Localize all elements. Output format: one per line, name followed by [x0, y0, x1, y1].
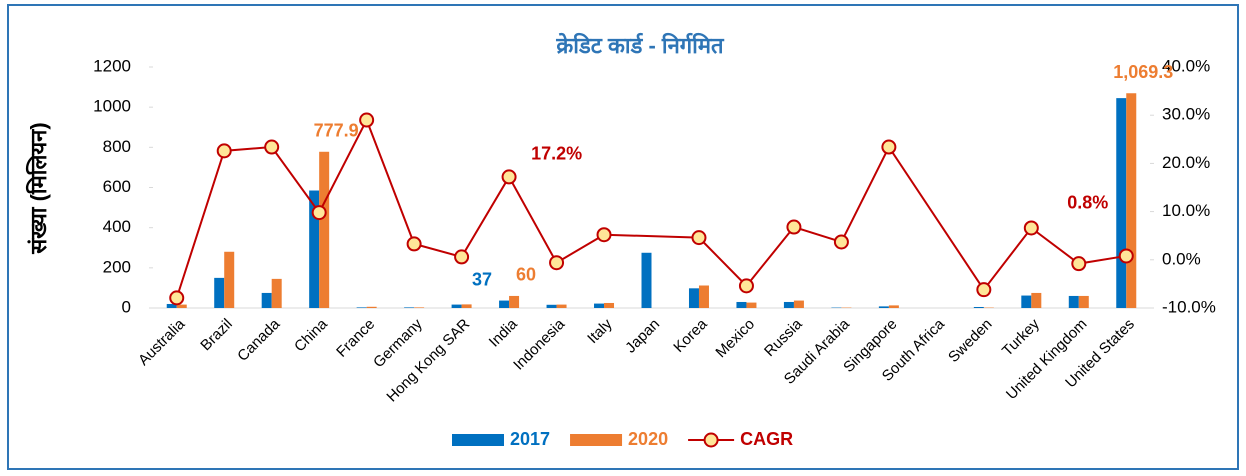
bar [356, 307, 367, 308]
bar [451, 304, 462, 308]
bar [214, 277, 225, 308]
gap-connector [888, 146, 985, 291]
line-marker [786, 219, 802, 235]
legend-swatch [570, 434, 623, 446]
line-marker [406, 236, 422, 252]
data-label: 0.8% [1067, 193, 1108, 213]
data-label: 17.2% [531, 144, 582, 164]
bar [261, 292, 272, 308]
bar [1078, 295, 1089, 308]
line-marker [264, 139, 280, 155]
line-marker [881, 139, 897, 155]
y2-tick-label: 40.0% [1162, 56, 1210, 75]
bar [499, 300, 510, 308]
chart-title: क्रेडिट कार्ड - निर्गमित [555, 32, 725, 58]
bar [1031, 292, 1042, 308]
bar [176, 304, 187, 308]
y-axis-label: संख्या (मिलियन) [25, 122, 51, 254]
data-label: 60 [516, 265, 536, 285]
y-tick-label: 200 [103, 257, 131, 276]
bar [224, 251, 235, 308]
y-tick-label: 600 [103, 177, 131, 196]
y-tick-label: 1200 [93, 56, 131, 75]
y2-tick-label: 20.0% [1162, 153, 1210, 172]
y2-tick-label: -10.0% [1162, 297, 1216, 316]
line-marker [1023, 220, 1039, 236]
legend-swatch [452, 434, 504, 446]
gap-connector [603, 233, 700, 239]
bar [793, 300, 804, 308]
legend-label: 2020 [628, 429, 668, 449]
bar [556, 304, 567, 308]
y2-tick-label: 0.0% [1162, 249, 1201, 268]
bar [1021, 295, 1032, 308]
legend-label: CAGR [740, 429, 793, 449]
line-marker [359, 112, 375, 128]
bar [319, 151, 330, 308]
y-tick-label: 800 [103, 137, 131, 156]
line-marker [596, 227, 612, 243]
bar [698, 285, 709, 308]
bar [271, 278, 282, 308]
bar [604, 302, 615, 308]
line-marker [1118, 248, 1134, 264]
data-label: 37 [472, 269, 492, 289]
y-tick-label: 400 [103, 217, 131, 236]
line-marker [1071, 256, 1087, 272]
legend-label: 2017 [510, 429, 550, 449]
bar [688, 288, 699, 308]
legend-swatch [703, 432, 719, 448]
y-tick-label: 1000 [93, 97, 131, 116]
line-marker [169, 290, 185, 306]
bar [1116, 98, 1127, 308]
bar [594, 303, 605, 308]
data-label: 777.9 [314, 121, 359, 141]
line-marker [454, 249, 470, 265]
bar [414, 307, 425, 308]
line-marker [549, 255, 565, 271]
line-marker [976, 282, 992, 298]
y-tick-label: 0 [122, 297, 131, 316]
line-marker [501, 169, 517, 185]
bar [509, 295, 520, 308]
bar [641, 252, 652, 308]
bar [546, 304, 557, 308]
bar [309, 190, 320, 308]
y2-tick-label: 30.0% [1162, 105, 1210, 124]
data-label: 1,069.3 [1113, 62, 1173, 82]
line-marker [738, 278, 754, 294]
bar [461, 304, 472, 308]
bar [366, 306, 377, 308]
bar [1126, 93, 1137, 308]
bar [1068, 295, 1079, 308]
line-marker [311, 205, 327, 221]
line-marker [833, 234, 849, 250]
bar [783, 301, 794, 308]
bar [404, 307, 415, 308]
bar [166, 303, 177, 308]
bar [746, 302, 757, 308]
bar [973, 306, 984, 308]
line-marker [216, 143, 232, 159]
bar [878, 306, 889, 308]
line-series [983, 226, 1127, 291]
line-marker [691, 230, 707, 246]
chart-frame [7, 4, 1239, 470]
line-series [175, 117, 605, 299]
y2-tick-label: 10.0% [1162, 201, 1210, 220]
bar [736, 301, 747, 308]
bar [888, 305, 899, 308]
